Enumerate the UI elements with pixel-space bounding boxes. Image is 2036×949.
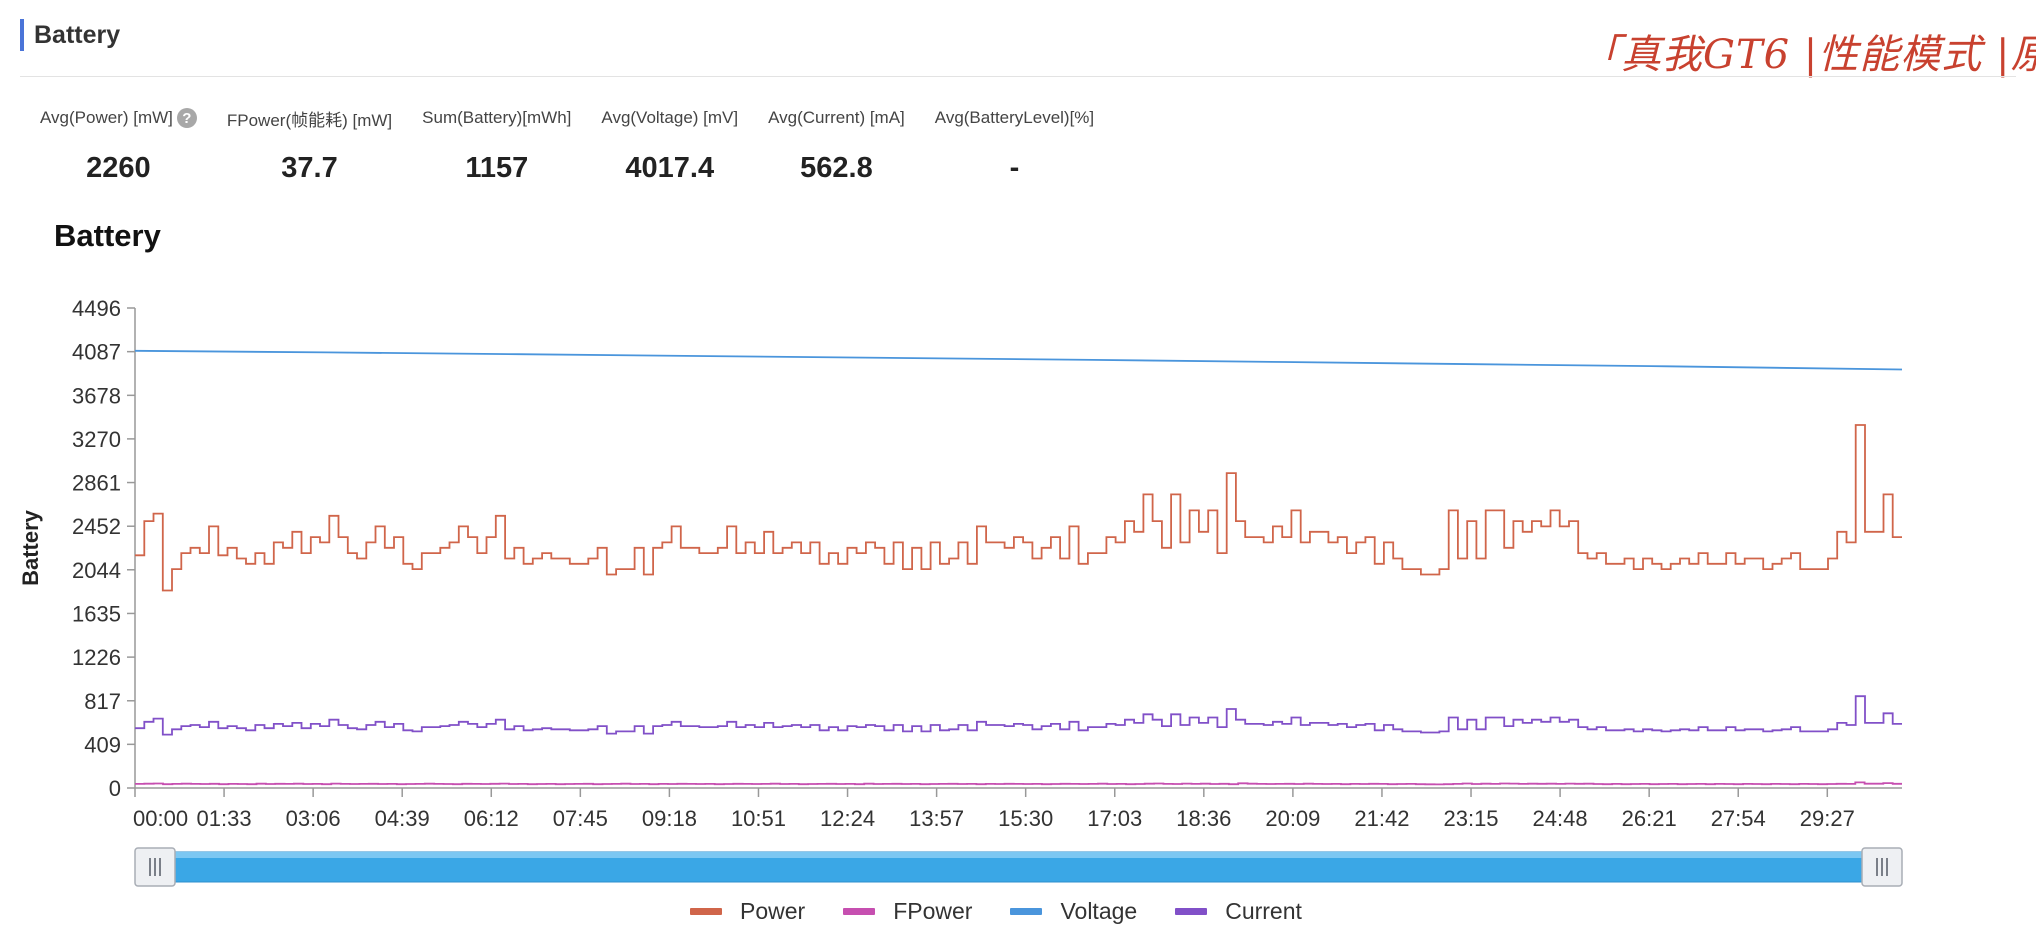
legend-swatch: [1010, 908, 1043, 915]
x-tick-label: 23:15: [1443, 806, 1498, 831]
stat-value: 562.8: [800, 152, 873, 184]
y-tick-label: 2452: [72, 514, 121, 539]
stat-value: 37.7: [281, 152, 338, 184]
stat-label: Avg(Voltage) [mV]: [601, 108, 739, 127]
x-tick-label: 15:30: [998, 806, 1053, 831]
x-tick-label: 00:00: [133, 806, 188, 831]
stat-value: 1157: [465, 152, 529, 184]
stat-label: FPower(帧能耗) [mW]: [226, 110, 393, 130]
y-tick-label: 4087: [72, 340, 121, 365]
x-tick-label: 18:36: [1176, 806, 1231, 831]
y-axis-title: Battery: [18, 509, 43, 586]
legend-label: FPower: [893, 898, 973, 924]
device-mode-caption: 「真我GT6 |性能模式 |原神」: [1580, 32, 2036, 78]
y-tick-label: 409: [84, 732, 121, 757]
x-tick-label: 27:54: [1711, 806, 1766, 831]
x-tick-label: 07:45: [553, 806, 608, 831]
stat-label: Avg(BatteryLevel)[%]: [934, 108, 1095, 127]
x-tick-label: 12:24: [820, 806, 875, 831]
x-tick-label: 26:21: [1622, 806, 1677, 831]
x-tick-label: 01:33: [197, 806, 252, 831]
section-header: Battery: [20, 18, 120, 52]
section-title: Battery: [34, 20, 121, 49]
stat-sum-battery: Sum(Battery)[mWh] 1157: [422, 106, 571, 186]
y-tick-label: 0: [109, 776, 121, 801]
x-tick-label: 17:03: [1087, 806, 1142, 831]
y-tick-label: 1635: [72, 601, 121, 626]
stat-label: Avg(Current) [mA]: [768, 108, 905, 127]
x-tick-label: 24:48: [1533, 806, 1588, 831]
x-tick-label: 09:18: [642, 806, 697, 831]
stat-avg-current: Avg(Current) [mA] 562.8: [768, 106, 905, 186]
chart-title: Battery: [54, 218, 161, 253]
stat-value: 4017.4: [625, 152, 715, 184]
x-tick-label: 04:39: [375, 806, 430, 831]
stat-avg-voltage: Avg(Voltage) [mV] 4017.4: [601, 106, 738, 186]
legend-swatch: [1175, 908, 1208, 915]
stats-row: Avg(Power) [mW] ? 2260 FPower(帧能耗) [mW] …: [40, 106, 1124, 186]
y-tick-label: 1226: [72, 645, 121, 670]
series-line-fpower: [135, 781, 1902, 786]
legend-label: Power: [740, 898, 806, 924]
y-tick-label: 3678: [72, 383, 121, 408]
stat-label: Sum(Battery)[mWh]: [422, 108, 572, 127]
y-tick-label: 2044: [72, 558, 121, 583]
chart-legend: Power FPower Voltage Current: [690, 898, 1340, 925]
x-tick-label: 10:51: [731, 806, 786, 831]
legend-swatch: [843, 908, 876, 915]
help-icon[interactable]: ?: [176, 108, 197, 128]
series-line-current: [135, 695, 1902, 736]
stat-value: -: [1009, 152, 1020, 184]
legend-label: Current: [1225, 898, 1302, 924]
y-tick-label: 4496: [72, 296, 121, 321]
legend-item-power[interactable]: Power: [690, 898, 805, 925]
stat-avg-battery-level: Avg(BatteryLevel)[%] -: [935, 106, 1094, 186]
x-tick-label: 29:27: [1800, 806, 1855, 831]
y-tick-label: 2861: [72, 471, 121, 496]
y-tick-label: 3270: [72, 427, 121, 452]
legend-item-current[interactable]: Current: [1175, 898, 1302, 925]
section-accent-bar: [20, 19, 24, 51]
x-tick-label: 03:06: [286, 806, 341, 831]
header-divider: [20, 76, 2016, 77]
legend-item-voltage[interactable]: Voltage: [1010, 898, 1137, 925]
legend-item-fpower[interactable]: FPower: [843, 898, 972, 925]
stat-avg-power: Avg(Power) [mW] ? 2260: [40, 106, 197, 186]
y-tick-label: 817: [84, 689, 121, 714]
x-tick-label: 13:57: [909, 806, 964, 831]
stat-value: 2260: [86, 152, 151, 184]
stat-fpower: FPower(帧能耗) [mW] 37.7: [227, 106, 392, 186]
legend-swatch: [690, 908, 722, 915]
legend-label: Voltage: [1060, 898, 1138, 924]
stat-label: Avg(Power) [mW]: [40, 108, 173, 127]
x-tick-label: 21:42: [1354, 806, 1409, 831]
x-tick-label: 06:12: [464, 806, 519, 831]
zoom-slider-highlight: [135, 852, 1902, 858]
series-line-voltage: [134, 349, 1903, 371]
x-tick-label: 20:09: [1265, 806, 1320, 831]
series-line-power: [135, 424, 1902, 592]
